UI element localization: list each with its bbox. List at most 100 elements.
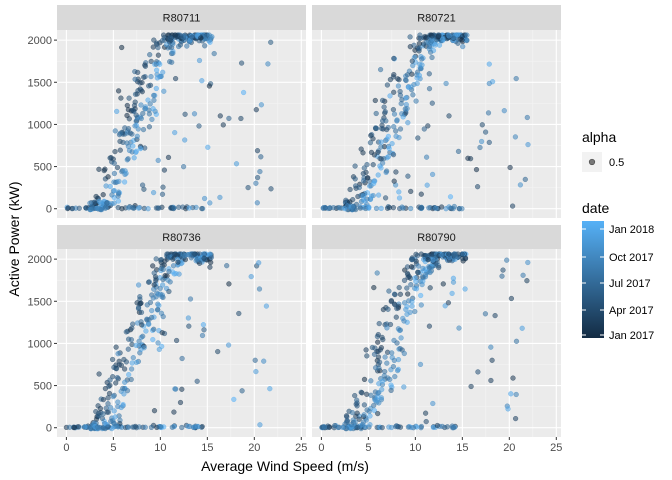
data-point bbox=[418, 292, 424, 299]
data-point bbox=[360, 170, 366, 177]
data-point bbox=[357, 205, 364, 211]
data-point bbox=[112, 414, 118, 420]
data-point bbox=[186, 205, 192, 211]
data-point bbox=[479, 122, 485, 128]
data-point bbox=[119, 44, 125, 51]
data-point bbox=[394, 340, 400, 346]
data-point bbox=[456, 325, 462, 331]
facet-strip-label: R80736 bbox=[162, 232, 201, 244]
data-point bbox=[417, 32, 423, 38]
data-point bbox=[468, 383, 474, 390]
data-point bbox=[427, 49, 434, 55]
data-point bbox=[352, 392, 358, 399]
data-point bbox=[513, 75, 519, 82]
data-point bbox=[198, 35, 204, 41]
data-point bbox=[412, 308, 418, 315]
data-point bbox=[201, 255, 207, 261]
data-point bbox=[114, 164, 121, 171]
data-point bbox=[151, 282, 157, 288]
data-point bbox=[148, 73, 154, 80]
data-point bbox=[362, 198, 368, 204]
data-point bbox=[97, 405, 104, 412]
data-point bbox=[142, 63, 149, 69]
data-point bbox=[408, 188, 414, 195]
legend: alpha 0.5 date Jan 2018 Oct 2017 Jul 2017 A… bbox=[582, 129, 654, 342]
data-point bbox=[180, 164, 187, 170]
data-point bbox=[96, 371, 102, 377]
data-point bbox=[486, 80, 492, 87]
data-point bbox=[373, 205, 380, 212]
data-point bbox=[179, 424, 185, 431]
data-point bbox=[145, 206, 151, 212]
facet-strip bbox=[312, 5, 561, 30]
data-point bbox=[201, 327, 207, 333]
data-point bbox=[155, 52, 162, 58]
data-point bbox=[200, 322, 207, 328]
data-point bbox=[109, 192, 115, 198]
data-point bbox=[361, 376, 368, 383]
data-point bbox=[148, 314, 155, 321]
data-point bbox=[419, 62, 425, 68]
data-point bbox=[133, 112, 139, 118]
data-point bbox=[399, 111, 405, 117]
data-point bbox=[238, 115, 244, 122]
data-point bbox=[459, 37, 465, 43]
data-point bbox=[115, 403, 121, 410]
data-point bbox=[206, 38, 212, 44]
data-point bbox=[104, 424, 111, 431]
data-point bbox=[132, 123, 138, 129]
data-point bbox=[155, 44, 161, 51]
data-point bbox=[139, 182, 146, 188]
data-point bbox=[525, 259, 531, 266]
data-point bbox=[386, 145, 392, 152]
data-point bbox=[205, 144, 211, 150]
data-point bbox=[226, 115, 232, 122]
data-point bbox=[166, 268, 172, 275]
data-point bbox=[82, 424, 88, 430]
data-point bbox=[134, 91, 140, 97]
data-point bbox=[133, 359, 140, 366]
data-point bbox=[390, 106, 397, 113]
data-point bbox=[132, 76, 138, 82]
data-point bbox=[381, 104, 387, 110]
data-point bbox=[376, 359, 383, 365]
data-point bbox=[108, 405, 114, 411]
data-point bbox=[450, 279, 457, 285]
data-point bbox=[106, 390, 113, 397]
data-point bbox=[164, 253, 170, 259]
data-point bbox=[159, 191, 166, 197]
data-point bbox=[525, 141, 531, 148]
data-point bbox=[141, 74, 147, 80]
data-point bbox=[159, 38, 165, 44]
data-point bbox=[99, 206, 105, 213]
data-point bbox=[208, 254, 214, 261]
data-point bbox=[375, 339, 381, 345]
data-point bbox=[368, 149, 375, 156]
data-point bbox=[426, 43, 433, 50]
data-point bbox=[378, 144, 384, 150]
data-point bbox=[414, 269, 421, 275]
data-point bbox=[429, 100, 435, 106]
data-point bbox=[157, 424, 164, 430]
data-point bbox=[130, 355, 136, 361]
data-point bbox=[392, 291, 398, 298]
data-point bbox=[265, 61, 271, 67]
data-point bbox=[362, 424, 368, 430]
data-point bbox=[371, 407, 378, 414]
data-point bbox=[399, 97, 405, 103]
data-point bbox=[258, 102, 265, 108]
data-point bbox=[485, 110, 492, 116]
y-tick-label: 1000 bbox=[28, 338, 52, 350]
data-point bbox=[155, 291, 161, 297]
data-point bbox=[442, 303, 448, 309]
data-point bbox=[375, 354, 382, 360]
data-point bbox=[116, 178, 122, 185]
data-point bbox=[75, 424, 81, 430]
data-point bbox=[376, 320, 382, 327]
data-point bbox=[391, 89, 397, 95]
data-point bbox=[172, 386, 178, 392]
data-point bbox=[170, 256, 176, 262]
data-point bbox=[129, 325, 135, 331]
x-tick-label: 25 bbox=[550, 442, 562, 454]
